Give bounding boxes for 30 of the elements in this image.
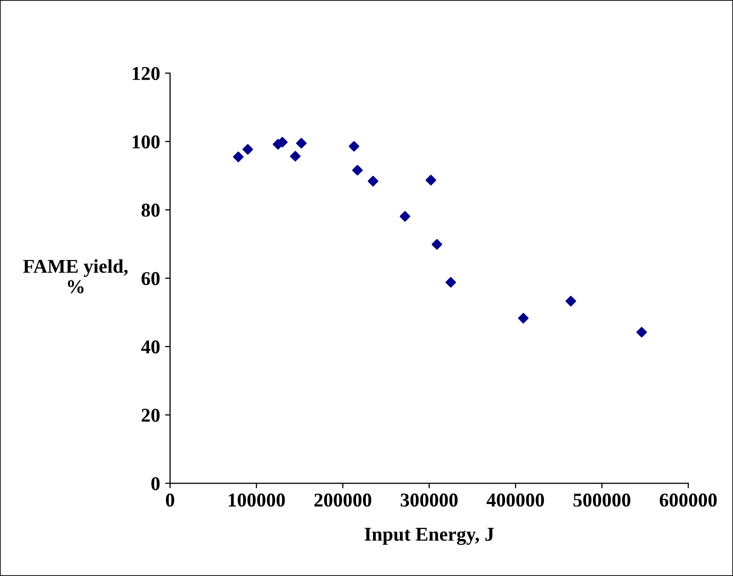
y-tick-label: 40 xyxy=(141,340,160,354)
x-tick-label: 400000 xyxy=(486,494,544,507)
point xyxy=(348,140,360,152)
y-tick-label: 0 xyxy=(151,477,160,490)
point xyxy=(400,211,410,222)
x-tick-label: 100000 xyxy=(228,494,285,507)
x-tick-label: 200000 xyxy=(314,494,372,507)
point xyxy=(432,239,442,250)
x-tick-label: 300000 xyxy=(400,494,458,507)
point xyxy=(566,296,576,306)
y-axis-title: FAME yield, % xyxy=(23,259,128,294)
point xyxy=(242,144,254,155)
point xyxy=(232,152,244,162)
point xyxy=(290,150,301,162)
point xyxy=(296,138,307,149)
point xyxy=(445,277,456,288)
y-tick-label: 20 xyxy=(142,408,160,422)
x-tick-label: 0 xyxy=(166,494,174,507)
y-tick-label: 80 xyxy=(142,204,160,217)
x-tick-label: 500000 xyxy=(574,494,630,507)
point xyxy=(426,174,436,186)
point xyxy=(518,312,529,324)
y-tick-label: 60 xyxy=(142,272,160,286)
x-tick-label: 600000 xyxy=(660,494,717,507)
point xyxy=(352,164,363,176)
point xyxy=(636,326,647,338)
y-tick-label: 100 xyxy=(132,135,160,148)
y-tick-label: 120 xyxy=(132,66,160,80)
point xyxy=(368,176,378,186)
x-axis-title: Input Energy, J xyxy=(364,528,494,545)
